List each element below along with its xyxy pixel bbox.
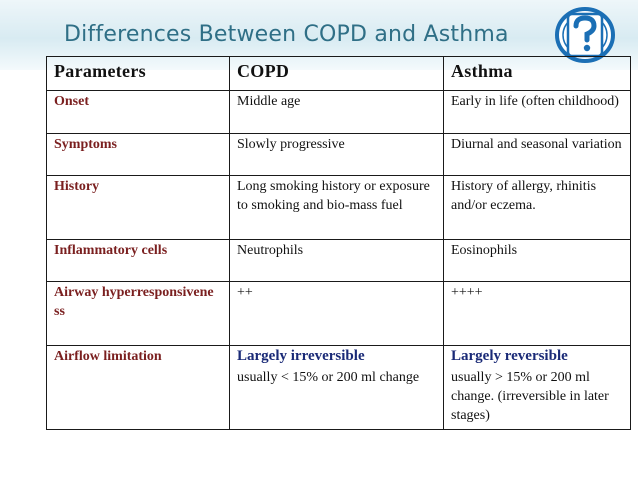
header-asthma: Asthma xyxy=(443,56,631,91)
copd-cell: Long smoking history or exposure to smok… xyxy=(229,175,444,240)
table-row: History Long smoking history or exposure… xyxy=(46,175,631,240)
row-parameter: Symptoms xyxy=(46,133,230,176)
table-header-row: Parameters COPD Asthma xyxy=(46,56,631,91)
table-row: Onset Middle age Early in life (often ch… xyxy=(46,90,631,134)
header-parameters: Parameters xyxy=(46,56,230,91)
copd-cell: Neutrophils xyxy=(229,239,444,282)
asthma-cell: Diurnal and seasonal variation xyxy=(443,133,631,176)
asthma-cell: Eosinophils xyxy=(443,239,631,282)
copd-cell: Slowly progressive xyxy=(229,133,444,176)
page-title: Differences Between COPD and Asthma xyxy=(64,22,509,47)
table-row: Airflow limitation Largely irreversible … xyxy=(46,345,631,430)
row-parameter: Onset xyxy=(46,90,230,134)
header-copd: COPD xyxy=(229,56,444,91)
copd-cell: ++ xyxy=(229,281,444,346)
copd-emphasis: Largely irreversible xyxy=(237,348,365,364)
asthma-cell: History of allergy, rhinitis and/or ecze… xyxy=(443,175,631,240)
row-parameter: Airflow limitation xyxy=(46,345,230,430)
asthma-detail: usually > 15% or 200 ml change. (irrever… xyxy=(451,370,609,423)
asthma-emphasis: Largely reversible xyxy=(451,348,568,364)
copd-detail: usually < 15% or 200 ml change xyxy=(237,370,420,385)
table-row: Airway hyperresponsivene ss ++ ++++ xyxy=(46,281,631,346)
row-parameter: History xyxy=(46,175,230,240)
row-parameter: Inflammatory cells xyxy=(46,239,230,282)
row-parameter: Airway hyperresponsivene ss xyxy=(46,281,230,346)
table-row: Inflammatory cells Neutrophils Eosinophi… xyxy=(46,239,631,282)
copd-cell: Largely irreversible usually < 15% or 20… xyxy=(229,345,444,430)
table-row: Symptoms Slowly progressive Diurnal and … xyxy=(46,133,631,176)
asthma-cell: Largely reversible usually > 15% or 200 … xyxy=(443,345,631,430)
asthma-cell: ++++ xyxy=(443,281,631,346)
comparison-table: Parameters COPD Asthma Onset Middle age … xyxy=(46,56,631,430)
copd-cell: Middle age xyxy=(229,90,444,134)
asthma-cell: Early in life (often childhood) xyxy=(443,90,631,134)
